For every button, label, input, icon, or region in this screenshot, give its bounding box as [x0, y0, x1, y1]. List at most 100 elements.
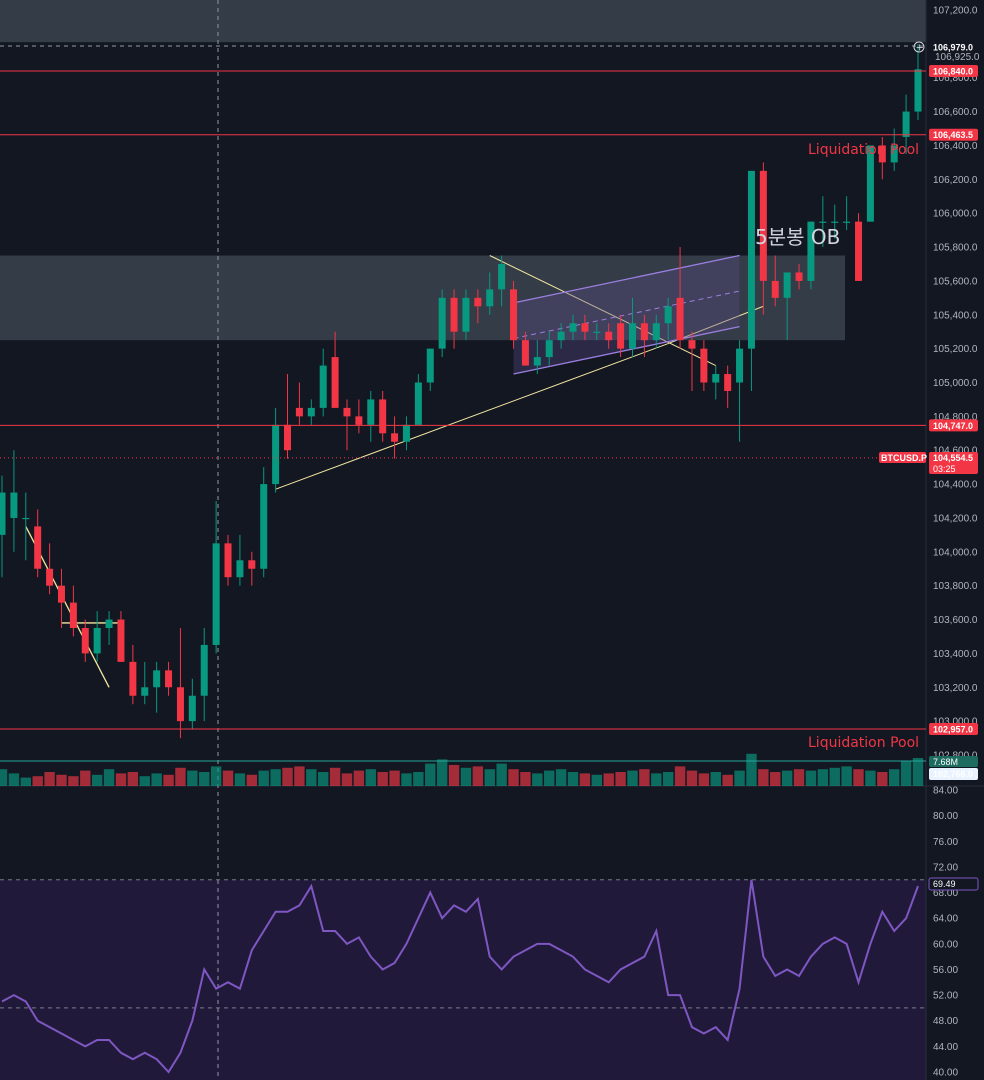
volume-value-tag: 7.68M	[933, 757, 958, 767]
volume-bar	[151, 773, 162, 786]
hidden-price-tag: 106,925.0	[935, 52, 980, 63]
rsi-tick-label: 52.00	[933, 991, 958, 1002]
volume-bar	[877, 772, 888, 786]
trendline-cross	[489, 255, 716, 367]
rsi-value-tag: 69.49	[933, 879, 956, 889]
volume-bar	[472, 766, 484, 786]
rsi-tick-label: 72.00	[933, 862, 958, 873]
candle-up	[843, 221, 851, 223]
candle-up	[664, 306, 672, 324]
price-tick-label: 103,400.0	[933, 649, 978, 660]
candle-down	[581, 323, 589, 332]
candle-up	[153, 670, 161, 688]
price-tick-label: 104,600.0	[933, 446, 978, 457]
price-tick-label: 105,400.0	[933, 310, 978, 321]
candle-down	[391, 433, 399, 442]
candle-down	[176, 687, 184, 722]
candle-down	[69, 602, 77, 629]
top-zone	[0, 0, 926, 43]
price-tick-label: 105,000.0	[933, 378, 978, 389]
symbol-tag: BTCUSD.P	[881, 453, 927, 463]
volume-bar	[639, 769, 650, 786]
price-tick-label: 107,200.0	[933, 6, 978, 17]
current-price-tag: 104,554.5	[933, 453, 973, 463]
volume-bar	[900, 760, 912, 786]
candle-up	[402, 424, 410, 442]
volume-bar	[80, 770, 91, 786]
liquidation-pool-top-label: Liquidation Pool	[808, 142, 919, 158]
volume-bar	[722, 774, 733, 786]
rsi-tick-label: 84.00	[933, 786, 958, 797]
candle-up	[319, 365, 327, 408]
candle-down	[129, 661, 137, 696]
candle-down	[117, 619, 125, 662]
volume-bar	[139, 776, 150, 786]
volume-bar	[591, 774, 603, 786]
price-tick-label: 103,600.0	[933, 615, 978, 626]
channel-mid	[513, 290, 740, 339]
candle-up	[188, 695, 196, 722]
ob-label: 5분봉 OB	[755, 225, 840, 249]
volume-bar	[377, 772, 388, 786]
candle-up	[260, 484, 268, 569]
volume-bar	[68, 776, 79, 786]
candle-up	[652, 323, 660, 341]
candle-down	[248, 560, 256, 569]
candles-layer	[0, 43, 922, 739]
rsi-tick-label: 48.00	[933, 1016, 958, 1027]
candle-down	[81, 628, 89, 654]
volume-price-tag: 102,766.0	[933, 769, 973, 779]
candle-up	[569, 323, 577, 332]
volume-bar	[484, 769, 495, 786]
candle-up	[736, 348, 744, 383]
candle-down	[284, 424, 292, 451]
volume-price-tag-bg	[929, 768, 978, 780]
volume-bar	[425, 763, 436, 786]
liquidation-pool-bottom-label: Liquidation Pool	[808, 735, 919, 751]
price-tick-label: 104,400.0	[933, 480, 978, 491]
volume-bar	[353, 770, 365, 786]
price-tick-label: 105,600.0	[933, 276, 978, 287]
volume-bar	[770, 772, 781, 786]
rsi-tick-label: 56.00	[933, 965, 958, 976]
volume-bar	[317, 772, 329, 786]
rsi-layer	[1, 879, 919, 1074]
volume-bar	[401, 773, 412, 786]
liquidation-high-tag: 106,840.0	[933, 66, 973, 76]
volume-value-tag-bg	[929, 756, 978, 767]
candle-up	[712, 374, 720, 383]
candle-up	[426, 348, 434, 383]
volume-bar	[662, 772, 674, 786]
candle-down	[640, 323, 648, 341]
volume-bar	[365, 769, 376, 786]
price-tick-label: 103,000.0	[933, 717, 978, 728]
candle-up	[628, 323, 636, 349]
volume-bar	[508, 769, 519, 786]
price-tick-label: 104,200.0	[933, 513, 978, 524]
volume-bar	[56, 774, 67, 786]
volume-bar	[127, 772, 139, 786]
candle-up	[557, 331, 565, 341]
volume-bar	[187, 770, 198, 786]
volume-bar	[270, 769, 281, 786]
volume-bar	[544, 770, 555, 786]
candle-down	[724, 374, 732, 391]
volume-bar	[389, 770, 400, 786]
volume-bar	[20, 777, 31, 786]
price-axis[interactable]: 107,200.0106,800.0106,600.0106,400.0106,…	[933, 6, 978, 1079]
volume-bar	[603, 773, 614, 786]
candle-up	[783, 272, 791, 298]
candle-up	[914, 69, 922, 112]
candle-up	[807, 221, 815, 281]
candle-down	[759, 170, 767, 281]
volume-bar	[306, 769, 317, 786]
candle-down	[331, 357, 339, 408]
price-tick-label: 105,200.0	[933, 344, 978, 355]
level-106463-tag-bg	[929, 128, 978, 141]
price-tick-label: 103,200.0	[933, 683, 978, 694]
level-104747-tag-bg	[929, 419, 978, 432]
price-lines-layer	[0, 45, 926, 762]
channel-fill	[513, 255, 740, 375]
trendline-up	[275, 343, 669, 490]
